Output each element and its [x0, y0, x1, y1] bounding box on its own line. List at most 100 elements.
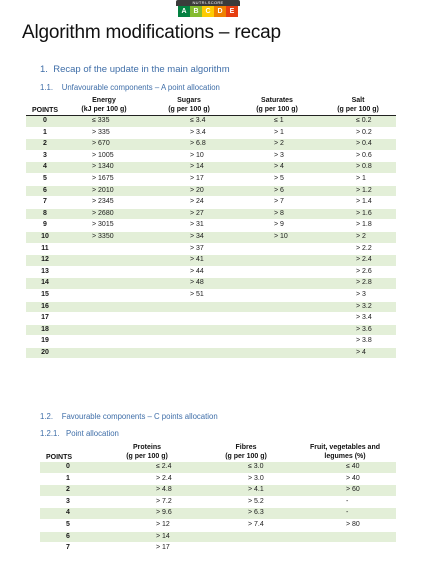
points-cell: 11 — [26, 243, 64, 256]
threshold-cell — [234, 266, 320, 279]
threshold-cell: ≤ 40 — [294, 462, 396, 474]
threshold-cell: > 1.2 — [320, 185, 396, 198]
favourable-components-table: POINTS Proteins (g per 100 g) Fibres (g per … — [40, 443, 396, 555]
table-row: 13 > 44 > 2.6 — [26, 266, 396, 279]
threshold-cell: > 670 — [64, 138, 144, 151]
threshold-cell: > 0.2 — [320, 127, 396, 140]
threshold-cell — [234, 254, 320, 267]
table1-header-title: Salt — [351, 97, 365, 104]
threshold-cell — [234, 324, 320, 337]
points-cell: 17 — [26, 312, 64, 325]
threshold-cell: > 2680 — [64, 208, 144, 221]
threshold-cell: ≤ 3.0 — [198, 462, 294, 474]
table-row: 8 > 2680 > 27 > 8 > 1.6 — [26, 208, 396, 221]
threshold-cell: > 37 — [144, 243, 234, 256]
section-1-2-1-text: Point allocation — [66, 429, 119, 438]
points-cell: 8 — [26, 208, 64, 221]
points-cell: 6 — [40, 531, 96, 544]
table-row: 3 > 1005 > 10 > 3 > 0.6 — [26, 150, 396, 163]
threshold-cell — [234, 347, 320, 360]
section-1-text: Recap of the update in the main algorith… — [53, 64, 230, 75]
section-1-1-number: 1.1. — [40, 83, 54, 92]
threshold-cell: > 2345 — [64, 196, 144, 209]
threshold-cell: - — [294, 507, 396, 520]
table-row: 0 ≤ 2.4 ≤ 3.0 ≤ 40 — [40, 462, 396, 474]
threshold-cell: > 10 — [234, 231, 320, 244]
threshold-cell: > 2.2 — [320, 243, 396, 256]
threshold-cell — [64, 312, 144, 325]
threshold-cell: > 31 — [144, 219, 234, 232]
table-row: 2 > 4.8 > 4.1 > 60 — [40, 484, 396, 497]
threshold-cell — [64, 324, 144, 337]
threshold-cell — [234, 277, 320, 290]
threshold-cell: > 3015 — [64, 219, 144, 232]
threshold-cell — [234, 301, 320, 314]
section-1-1-heading: 1.1. Unfavourable components – A point a… — [40, 83, 220, 92]
table1-header-unit: (kJ per 100 g) — [81, 106, 127, 113]
points-cell: 9 — [26, 219, 64, 232]
table1-header-1: Energy (kJ per 100 g) — [64, 96, 144, 116]
threshold-cell — [64, 289, 144, 302]
threshold-cell: > 6.8 — [144, 138, 234, 151]
points-cell: 14 — [26, 277, 64, 290]
threshold-cell: > 3 — [320, 289, 396, 302]
threshold-cell: > 1.6 — [320, 208, 396, 221]
threshold-cell: > 24 — [144, 196, 234, 209]
threshold-cell — [198, 531, 294, 544]
threshold-cell: > 2 — [234, 138, 320, 151]
table-row: 3 > 7.2 > 5.2- — [40, 496, 396, 509]
table2-header-unit: (g per 100 g) — [126, 453, 168, 460]
table2-header-2: Fibres (g per 100 g) — [198, 443, 294, 462]
table2-header-title: Fibres — [235, 444, 257, 451]
section-1-number: 1. — [40, 64, 48, 75]
points-cell: 19 — [26, 335, 64, 348]
table-row: 5 > 12 > 7.4 > 80 — [40, 519, 396, 532]
threshold-cell: > 1005 — [64, 150, 144, 163]
points-cell: 1 — [26, 127, 64, 140]
threshold-cell: > 14 — [144, 161, 234, 174]
threshold-cell: > 17 — [144, 173, 234, 186]
threshold-cell: > 5.2 — [198, 496, 294, 509]
threshold-cell: > 1.8 — [320, 219, 396, 232]
threshold-cell: > 14 — [96, 531, 198, 544]
threshold-cell: > 9.6 — [96, 507, 198, 520]
table-row: 4 > 1340 > 14 > 4 > 0.8 — [26, 161, 396, 174]
threshold-cell: ≤ 2.4 — [96, 462, 198, 474]
threshold-cell — [64, 266, 144, 279]
points-cell: 0 — [26, 115, 64, 128]
section-1-2-1-number: 1.2.1. — [40, 429, 60, 438]
section-1-2-1-heading: 1.2.1. Point allocation — [40, 429, 119, 438]
table-row: 19 > 3.8 — [26, 335, 396, 348]
threshold-cell: > 9 — [234, 219, 320, 232]
table1-header-title: POINTS — [32, 107, 59, 114]
threshold-cell: ≤ 3.4 — [144, 115, 234, 128]
points-cell: 12 — [26, 254, 64, 267]
threshold-cell: > 1 — [320, 173, 396, 186]
table1-header-unit: (g per 100 g) — [256, 106, 298, 113]
table1-header-3: Saturates (g per 100 g) — [234, 96, 320, 116]
table2-header-title: Proteins — [132, 444, 161, 451]
threshold-cell — [294, 531, 396, 544]
table-row: 11 > 37 > 2.2 — [26, 243, 396, 256]
threshold-cell: ≤ 0.2 — [320, 115, 396, 128]
threshold-cell: > 80 — [294, 519, 396, 532]
threshold-cell — [198, 542, 294, 555]
table2-header-title: Fruit, vegetables and — [309, 444, 381, 451]
table2-header-title: POINTS — [46, 454, 73, 461]
threshold-cell: > 3.4 — [144, 127, 234, 140]
points-cell: 2 — [26, 138, 64, 151]
threshold-cell: > 12 — [96, 519, 198, 532]
points-cell: 3 — [40, 496, 96, 509]
threshold-cell: > 10 — [144, 150, 234, 163]
threshold-cell — [144, 347, 234, 360]
points-cell: 4 — [40, 507, 96, 520]
points-cell: 7 — [26, 196, 64, 209]
threshold-cell: > 1 — [234, 127, 320, 140]
threshold-cell: > 2.8 — [320, 277, 396, 290]
threshold-cell — [144, 335, 234, 348]
table-row: 14 > 48 > 2.8 — [26, 277, 396, 290]
table-row: 5 > 1675 > 17 > 5 > 1 — [26, 173, 396, 186]
threshold-cell: > 0.8 — [320, 161, 396, 174]
